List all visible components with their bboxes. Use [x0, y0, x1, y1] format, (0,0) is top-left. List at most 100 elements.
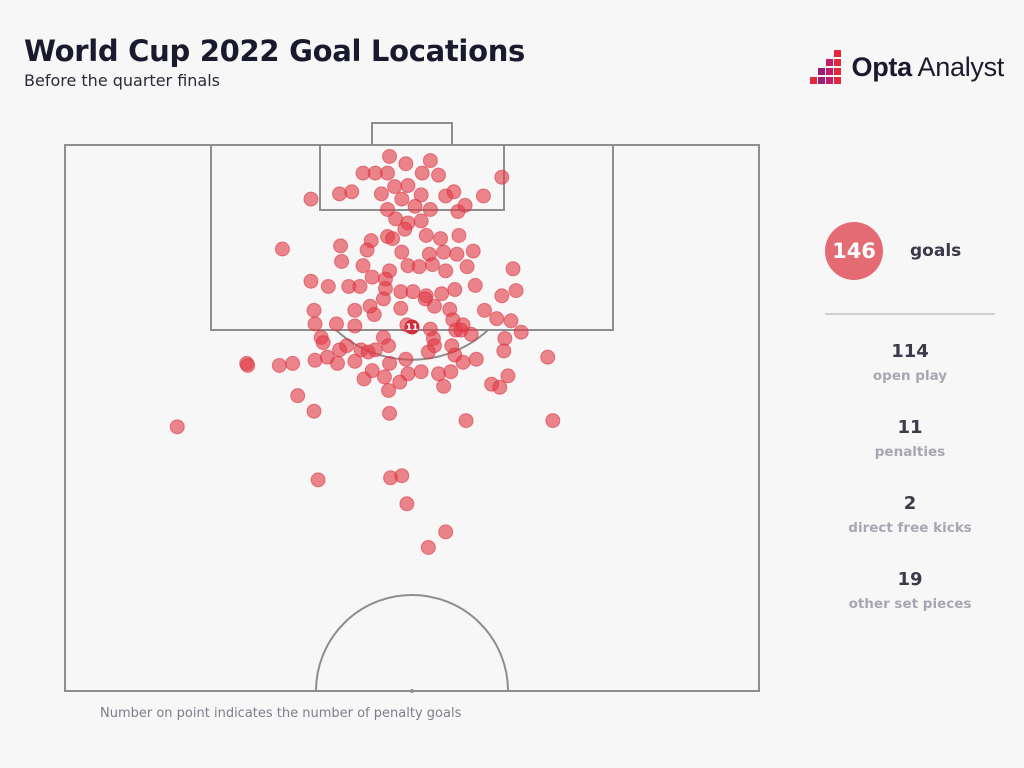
goal-point [397, 221, 413, 237]
goal-point [382, 405, 398, 421]
goal-point [344, 184, 360, 200]
chart-subtitle: Before the quarter finals [24, 71, 221, 90]
goal-point [475, 188, 491, 204]
goal-point [393, 300, 409, 316]
goal-point [476, 302, 492, 318]
goal-point [436, 244, 452, 260]
goal-point [303, 191, 319, 207]
goal-point [418, 227, 434, 243]
goal-point [455, 354, 471, 370]
centre-spot [410, 689, 414, 693]
penalty-goals-count-label: 11 [406, 323, 419, 333]
goal-frame [371, 122, 453, 146]
goal-point [467, 277, 483, 293]
goal-points: 11 [169, 148, 561, 555]
goal-point [394, 244, 410, 260]
penalty-area [210, 144, 614, 331]
goal-point [387, 179, 403, 195]
goal-point [447, 282, 463, 298]
goal-point [422, 201, 438, 217]
goal-point [540, 349, 556, 365]
goal-point [434, 286, 450, 302]
goal-point [355, 165, 371, 181]
goal-point [382, 355, 398, 371]
goal-point [399, 496, 415, 512]
goal-point [494, 169, 510, 185]
stat-value: 19 [897, 569, 923, 590]
goal-point [413, 187, 429, 203]
goal-point [271, 357, 287, 373]
stat-label: other set pieces [848, 596, 972, 612]
goal-point [303, 273, 319, 289]
summary-panel: 146 goals 114 open play 11 penalties 2 d… [825, 222, 995, 612]
goal-point [385, 231, 401, 247]
goal-point [500, 368, 516, 384]
goal-point [356, 371, 372, 387]
goal-point [465, 243, 481, 259]
goal-point [443, 364, 459, 380]
goal-point [436, 378, 452, 394]
goal-point [458, 413, 474, 429]
goal-point [438, 263, 454, 279]
goal-point [489, 311, 505, 327]
chart-title: World Cup 2022 Goal Locations [24, 34, 525, 68]
goal-point [285, 355, 301, 371]
chart-footnote: Number on point indicates the number of … [100, 706, 462, 721]
stat-label: open play [872, 368, 948, 384]
goal-point [414, 165, 430, 181]
centre-circle-half [315, 594, 509, 692]
total-goals-badge: 146 [825, 222, 883, 280]
stat-value: 2 [903, 493, 917, 514]
goal-point [240, 357, 256, 373]
goal-point [431, 366, 447, 382]
goal-point [274, 241, 290, 257]
goal-point [306, 302, 322, 318]
goal-point [449, 246, 465, 262]
goal-point [494, 288, 510, 304]
goal-point [420, 539, 436, 555]
goal-point [451, 227, 467, 243]
goal-point [328, 316, 344, 332]
goal-point [433, 231, 449, 247]
goal-point [431, 167, 447, 183]
goal-point [347, 302, 363, 318]
goal-point [359, 242, 375, 258]
goal-point [545, 413, 561, 429]
goal-point [457, 197, 473, 213]
goal-point [381, 338, 397, 354]
goal-point [411, 259, 427, 275]
goal-point [426, 298, 442, 314]
goal-point [364, 269, 380, 285]
goal-point [382, 148, 398, 164]
opta-analyst-logo: Opta Analyst [806, 48, 1004, 86]
goal-point [373, 186, 389, 202]
stat-other-set-pieces: 19 other set pieces [825, 569, 995, 612]
goal-point [422, 153, 438, 169]
goal-point [315, 335, 331, 351]
goal-point [413, 213, 429, 229]
goal-point [306, 403, 322, 419]
penalty-goals-point [404, 319, 420, 335]
stat-direct-free-kicks: 2 direct free kicks [825, 493, 995, 536]
stat-open-play: 114 open play [825, 341, 995, 384]
goal-point [394, 468, 410, 484]
goal-point [347, 318, 363, 334]
goal-point [505, 261, 521, 277]
goal-point [424, 257, 440, 273]
goal-point [347, 353, 363, 369]
stat-label: direct free kicks [848, 520, 972, 536]
goal-point [398, 351, 414, 367]
goal-point [320, 278, 336, 294]
goal-point [400, 178, 416, 194]
goal-point [307, 316, 323, 332]
stat-value: 114 [891, 341, 929, 362]
goal-point [381, 382, 397, 398]
goal-point [394, 191, 410, 207]
goal-point [352, 278, 368, 294]
goal-point [420, 344, 436, 360]
goal-point [503, 313, 519, 329]
goal-point [355, 258, 371, 274]
goal-point [332, 342, 348, 358]
goal-point [376, 369, 392, 385]
